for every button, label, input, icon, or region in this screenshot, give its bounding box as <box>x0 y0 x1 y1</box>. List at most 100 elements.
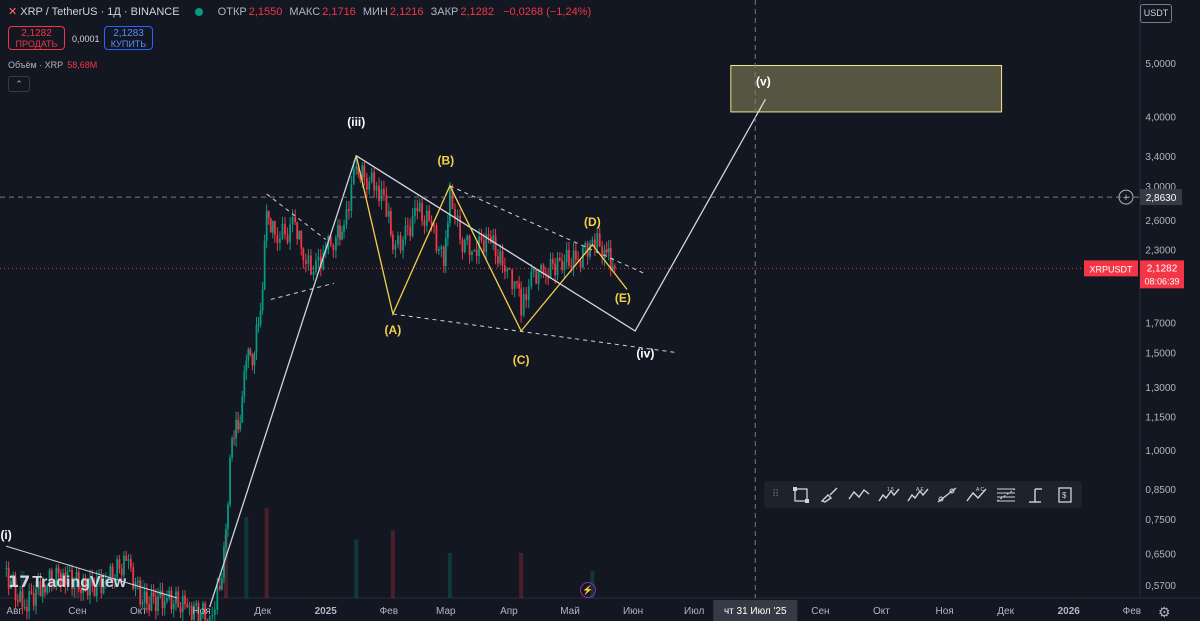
fib-icon[interactable] <box>994 484 1018 506</box>
elliott-impulse-icon[interactable]: 1 5 <box>876 484 900 506</box>
candle-body <box>451 189 454 210</box>
candle-body <box>611 265 614 270</box>
candle-body <box>23 606 26 608</box>
wave-path-yellow <box>355 155 628 333</box>
candle-body <box>195 603 198 606</box>
candle-body <box>253 352 256 366</box>
candle-body <box>598 233 601 247</box>
price-tick-label: 1,5000 <box>1145 348 1176 359</box>
candle-body <box>265 211 268 242</box>
candle-body <box>418 202 421 212</box>
candle-body <box>197 603 200 621</box>
candle-body <box>146 591 148 605</box>
candle-body <box>501 251 504 266</box>
measure-icon[interactable] <box>1023 484 1047 506</box>
candle-body <box>357 166 360 175</box>
price-tick-label: 0,6500 <box>1145 549 1176 560</box>
candle-body <box>563 262 566 271</box>
time-tick-label: Май <box>560 606 580 617</box>
candle-body <box>152 592 155 597</box>
wave-i-line <box>5 545 178 599</box>
abc-pattern-icon[interactable]: A C <box>964 484 988 506</box>
candle-body <box>80 589 82 594</box>
candle-body <box>337 225 339 238</box>
candle-body <box>59 573 62 585</box>
wave-label: (iii) <box>347 115 365 129</box>
candle-body <box>480 236 483 241</box>
symbol-title[interactable]: XRP / TetherUS · 1Д · BINANCE <box>20 6 180 18</box>
time-tick-label: Сен <box>68 606 86 617</box>
sell-button[interactable]: 2,1282 ПРОДАТЬ <box>8 26 65 50</box>
svg-text:1 5: 1 5 <box>887 487 894 493</box>
close-label: ЗАКР <box>430 6 459 18</box>
candle-body <box>558 257 561 261</box>
wave-label: (A) <box>385 323 402 337</box>
wave-label: (i) <box>0 528 11 542</box>
lightning-icon[interactable]: ⚡ <box>580 582 596 598</box>
candle-body <box>241 396 244 423</box>
trend-line-icon[interactable] <box>935 484 959 506</box>
candle-body <box>218 585 221 590</box>
candle-body <box>496 256 499 264</box>
currency-selector[interactable]: USDT <box>1140 4 1172 23</box>
rectangle-icon[interactable] <box>788 484 812 506</box>
volume-label: Объём · XRP <box>8 60 64 70</box>
time-tick-label: Мар <box>436 606 456 617</box>
sell-price: 2,1282 <box>21 28 52 39</box>
candle-body <box>179 607 182 613</box>
candle-body <box>239 422 242 430</box>
volume-bar <box>264 508 269 598</box>
candle-body <box>591 239 594 243</box>
candle-body <box>459 215 461 240</box>
candle-body <box>237 419 240 430</box>
candle-body <box>62 572 65 585</box>
candle-body <box>473 249 476 252</box>
chart-header: ✕ XRP / TetherUS · 1Д · BINANCE ОТКР 2,15… <box>8 5 591 18</box>
candle-body <box>421 202 423 221</box>
candle-body <box>355 166 358 170</box>
wave-label: (E) <box>615 291 631 305</box>
volume-bar <box>20 571 25 598</box>
candle-body <box>261 289 264 311</box>
plus-icon: + <box>1123 192 1129 204</box>
elliott-correction-icon[interactable]: A E <box>906 484 930 506</box>
candle-body <box>522 294 525 316</box>
candle-body <box>329 236 332 246</box>
candle-body <box>26 606 28 612</box>
candle-body <box>380 188 383 202</box>
symbol-tag-label: XRPUSDT <box>1089 264 1133 274</box>
collapse-legend-button[interactable]: ⌃ <box>8 76 30 92</box>
open-label: ОТКР <box>217 6 247 18</box>
long-position-icon[interactable]: $ <box>1053 484 1077 506</box>
candle-body <box>322 253 325 269</box>
candle-body <box>310 255 312 275</box>
candle-body <box>263 241 266 290</box>
spread-value: 0,0001 <box>72 34 100 44</box>
candle-body <box>12 577 15 581</box>
candle-body <box>348 209 350 211</box>
candle-body <box>334 237 337 251</box>
brush-icon[interactable] <box>818 484 842 506</box>
drag-handle-icon[interactable]: ⠿ <box>772 489 781 500</box>
candle-body <box>577 259 580 261</box>
gear-icon[interactable]: ⚙ <box>1158 604 1171 620</box>
candle-body <box>359 174 362 181</box>
candle-body <box>513 281 516 289</box>
candle-body <box>404 225 407 240</box>
time-tick-label: Дек <box>997 606 1014 617</box>
path-icon[interactable] <box>847 484 871 506</box>
candle-body <box>19 591 22 602</box>
candle-body <box>298 231 301 240</box>
candle-body <box>16 599 19 602</box>
candle-body <box>352 169 355 185</box>
open-value: 2,1550 <box>248 6 283 18</box>
candle-body <box>14 577 17 600</box>
buy-button[interactable]: 2,1283 КУПИТЬ <box>104 26 153 50</box>
candle-body <box>32 593 35 606</box>
candle-body <box>482 240 485 252</box>
time-tick-label: Окт <box>873 606 890 617</box>
time-tick-label: Авг <box>6 606 22 617</box>
candle-body <box>540 264 542 270</box>
candle-body <box>181 595 184 613</box>
